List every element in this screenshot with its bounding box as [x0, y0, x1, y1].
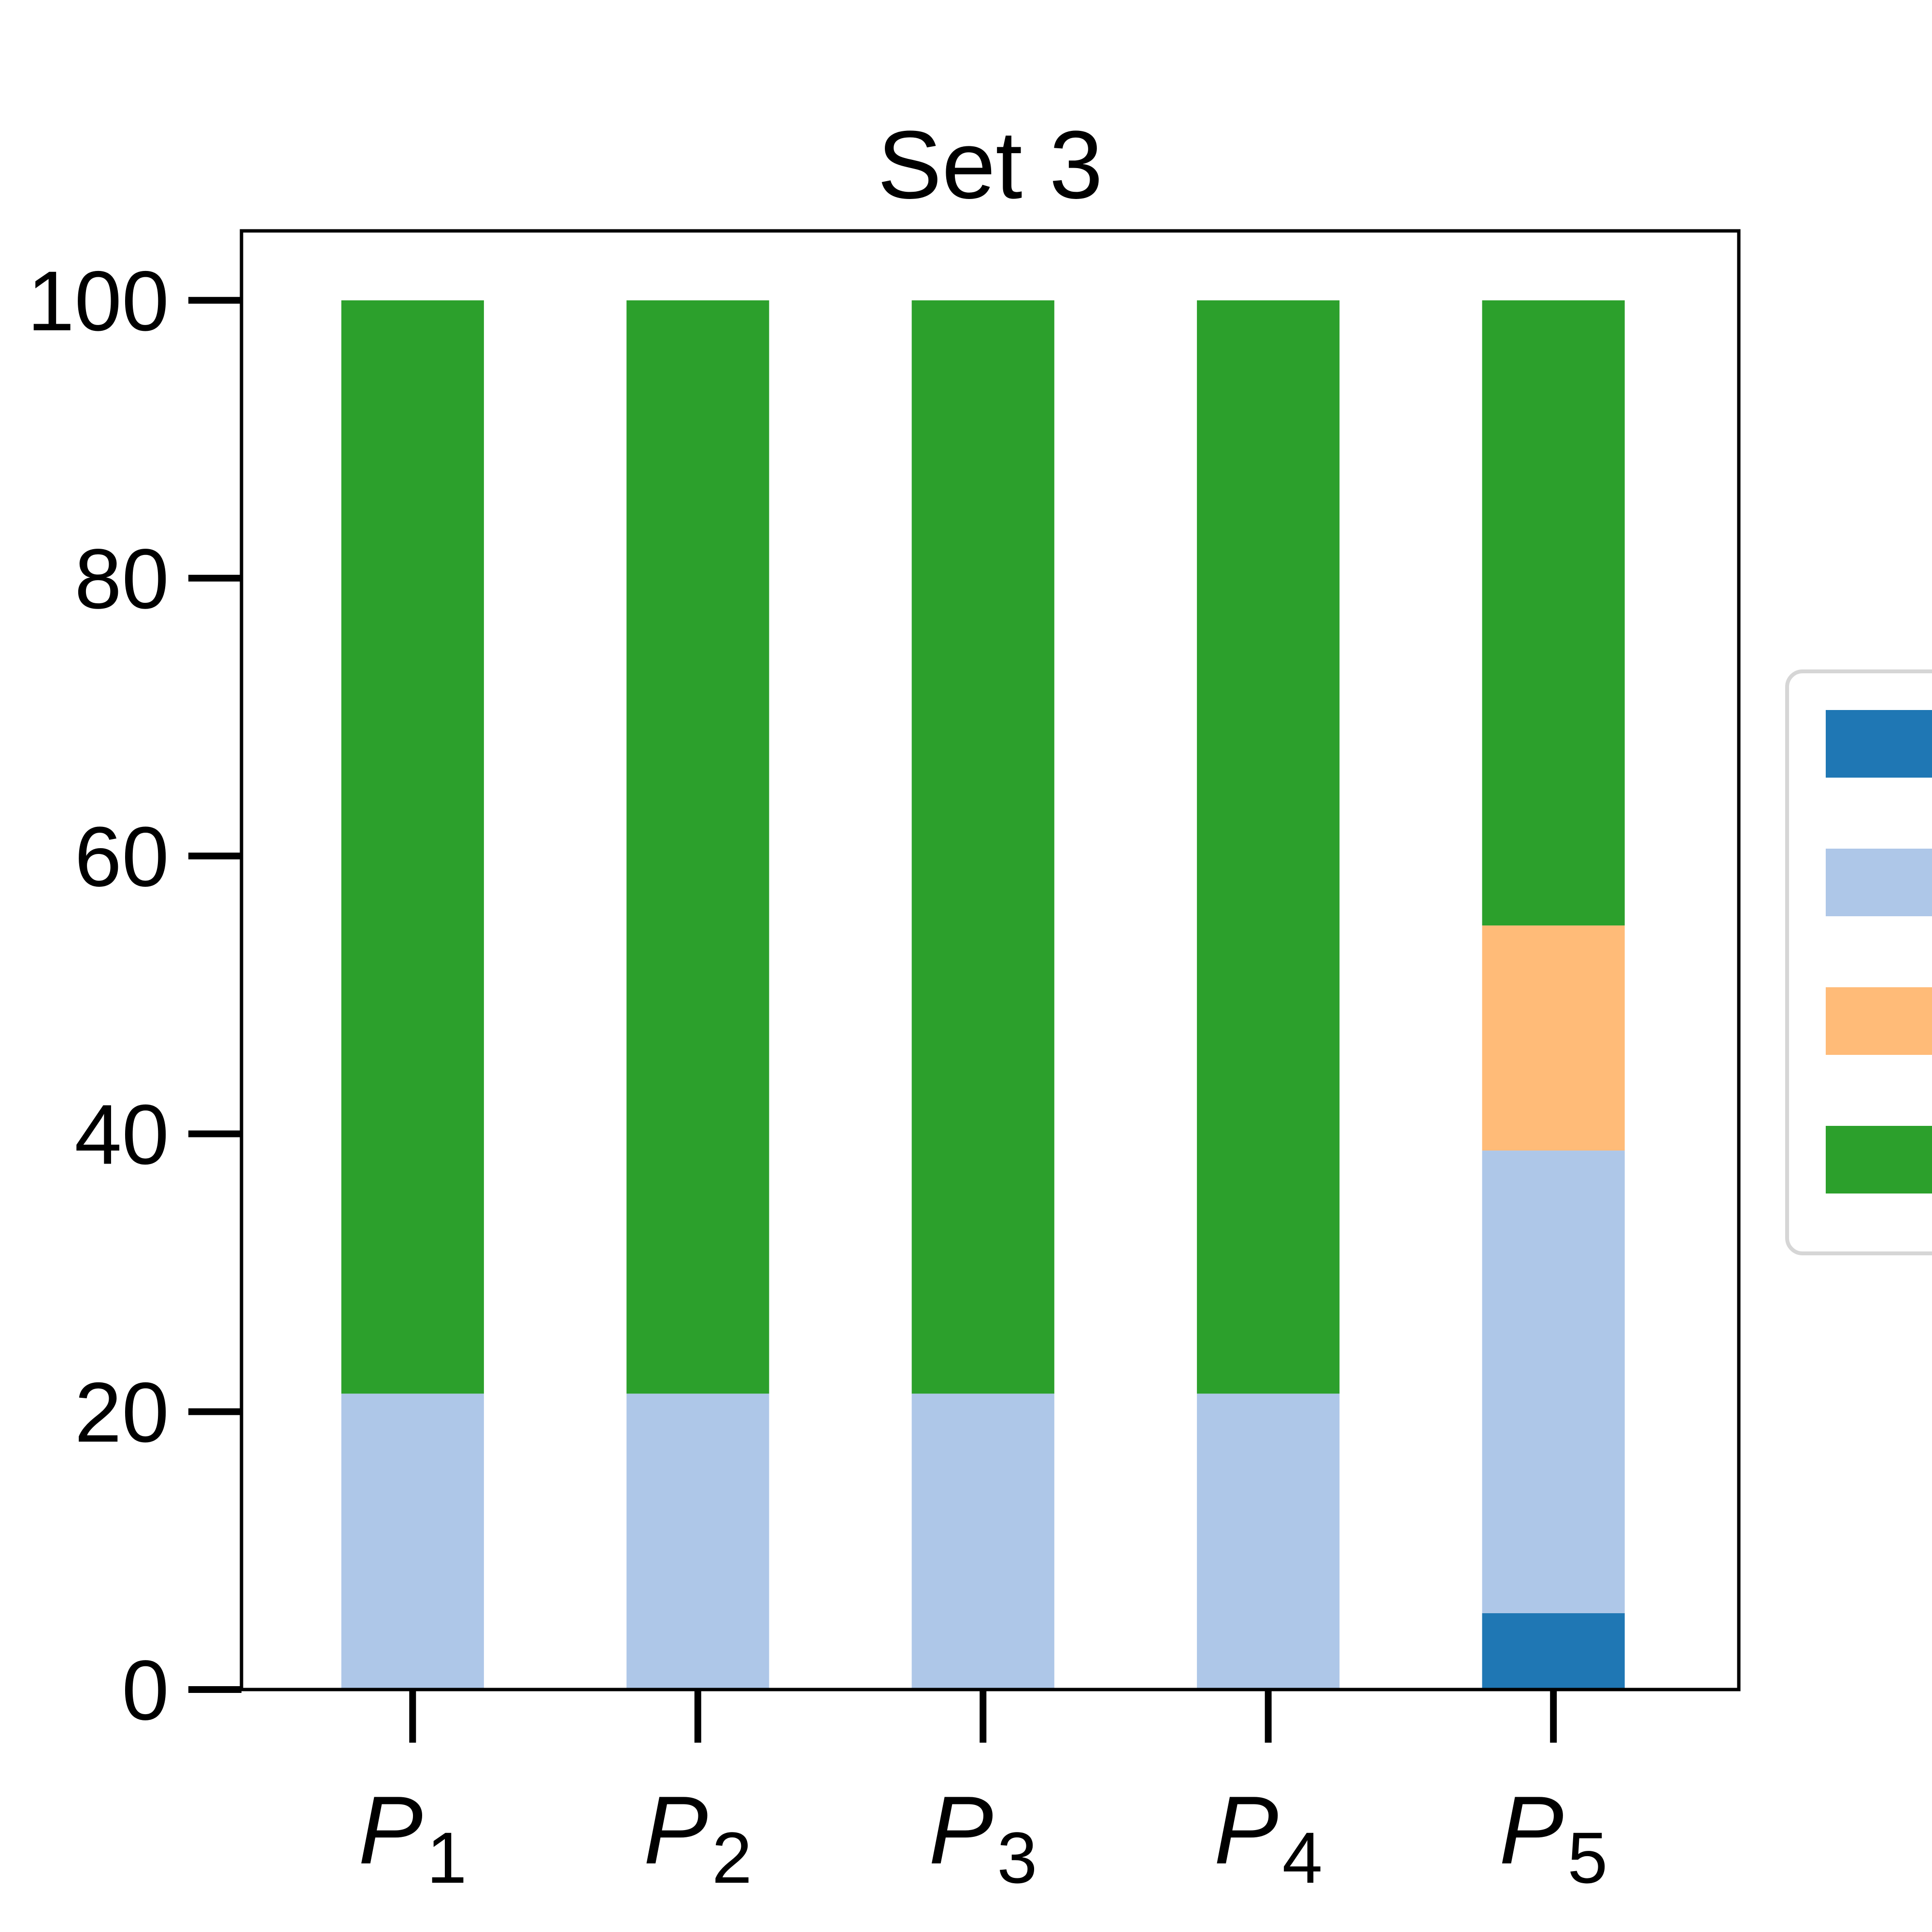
chart-title: Set 3 [878, 111, 1103, 219]
x-tick-label-main: P [1499, 1776, 1563, 1884]
x-tick-label-3: P3 [929, 1776, 1037, 1898]
legend [1785, 669, 1932, 1255]
x-tick-label-5: P5 [1499, 1776, 1608, 1898]
y-tick-label-0: 0 [122, 1643, 169, 1738]
x-tick-label-4: P4 [1214, 1776, 1322, 1898]
y-axis: 0 20 40 60 80 100 [27, 254, 242, 1738]
bar-segment-2-4 [626, 300, 769, 1394]
x-tick-label-sub: 3 [997, 1817, 1037, 1898]
x-axis: P1 P2 P3 P4 P5 [358, 1690, 1608, 1898]
bar-segment-5-4 [1482, 300, 1625, 926]
x-tick-label-sub: 5 [1567, 1817, 1607, 1898]
legend-swatch-3 [1826, 987, 1932, 1055]
bars-layer [341, 300, 1625, 1690]
legend-swatch-2 [1826, 849, 1932, 916]
bar-segment-5-2 [1482, 1151, 1625, 1613]
bar-segment-4-4 [1197, 300, 1340, 1394]
bar-segment-3-4 [911, 300, 1054, 1394]
plot-frame [240, 229, 1741, 1691]
x-tick-label-2: P2 [643, 1776, 752, 1898]
legend-swatch-4 [1826, 1126, 1932, 1193]
y-tick-label-5: 100 [27, 254, 169, 349]
x-tick-label-main: P [929, 1776, 993, 1884]
x-tick-label-sub: 2 [712, 1817, 752, 1898]
legend-frame [1785, 669, 1932, 1255]
bar-segment-2-2 [626, 1393, 769, 1690]
y-tick-label-3: 60 [74, 810, 169, 904]
bar-segment-5-1 [1482, 1613, 1625, 1690]
x-tick-label-main: P [1214, 1776, 1278, 1884]
x-tick-label-sub: 1 [426, 1817, 467, 1898]
x-tick-label-1: P1 [358, 1776, 467, 1898]
y-tick-label-1: 20 [74, 1365, 169, 1460]
bar-segment-3-2 [911, 1393, 1054, 1690]
legend-swatch-1 [1826, 710, 1932, 778]
x-tick-label-main: P [643, 1776, 708, 1884]
bar-segment-4-2 [1197, 1393, 1340, 1690]
x-tick-label-main: P [358, 1776, 423, 1884]
y-tick-label-4: 80 [74, 532, 169, 626]
bar-segment-1-4 [341, 300, 484, 1394]
bar-segment-1-2 [341, 1393, 484, 1690]
bar-segment-5-3 [1482, 925, 1625, 1151]
x-tick-label-sub: 4 [1282, 1817, 1322, 1898]
y-tick-label-2: 40 [74, 1088, 169, 1182]
